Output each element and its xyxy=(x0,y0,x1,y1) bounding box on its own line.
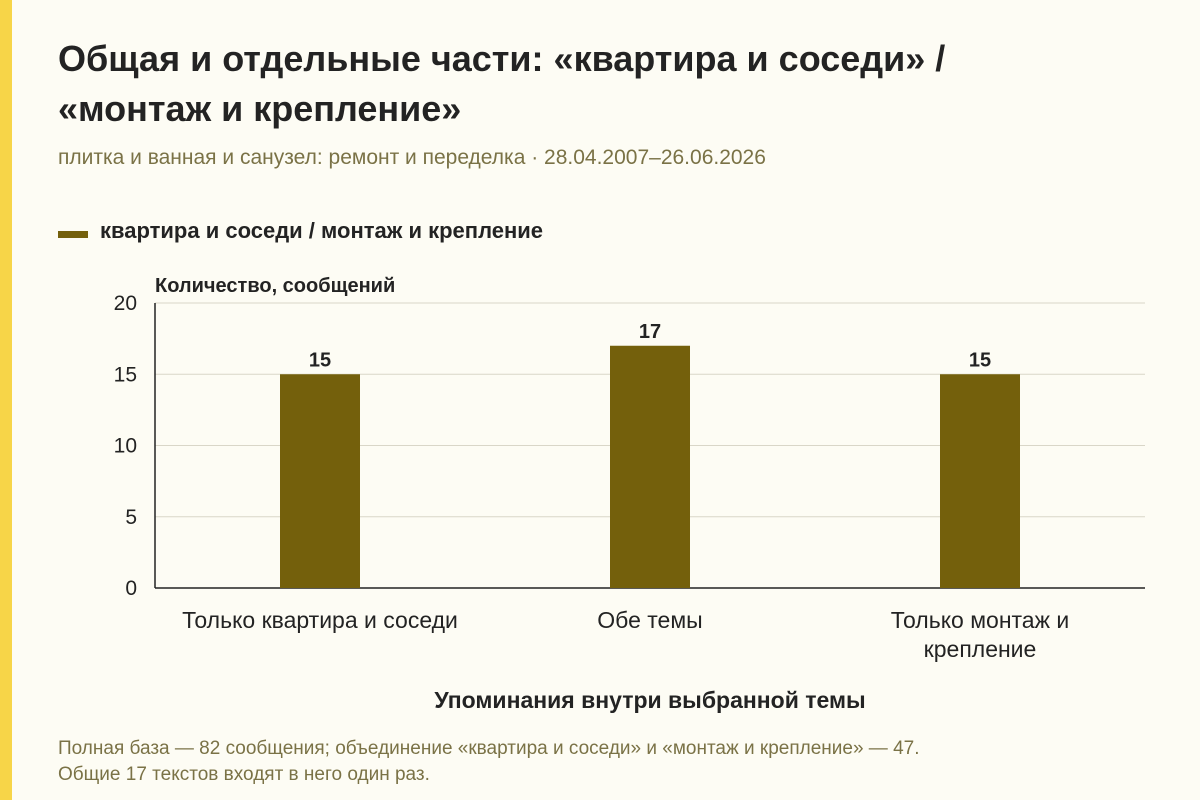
bar xyxy=(280,374,360,588)
chart-title-line-1: Общая и отдельные части: «квартира и сос… xyxy=(58,38,946,79)
y-tick-label: 20 xyxy=(114,292,137,315)
x-tick-label: Только монтаж и xyxy=(891,607,1069,633)
bar xyxy=(610,345,690,588)
data-label: 15 xyxy=(969,349,991,371)
chart-title-line-2: «монтаж и крепление» xyxy=(58,88,462,129)
y-tick-label: 15 xyxy=(114,363,137,386)
chart-subtitle: плитка и ванная и санузел: ремонт и пере… xyxy=(58,146,766,169)
legend-swatch xyxy=(58,230,88,238)
data-label: 17 xyxy=(639,321,661,343)
y-axis-label: Количество, сообщений xyxy=(155,275,395,297)
x-tick-label: крепление xyxy=(924,636,1037,662)
x-tick-label: Только квартира и соседи xyxy=(182,607,458,633)
legend-label: квартира и соседи / монтаж и крепление xyxy=(100,218,544,243)
chart-title: Общая и отдельные части: «квартира и сос… xyxy=(58,34,1158,134)
legend: квартира и соседи / монтаж и крепление xyxy=(58,218,543,244)
accent-strip xyxy=(0,0,12,800)
data-label: 15 xyxy=(309,349,331,371)
x-axis-label: Упоминания внутри выбранной темы xyxy=(434,687,865,713)
footnote: Полная база — 82 сообщения; объединение … xyxy=(58,736,1158,788)
footnote-line-1: Полная база — 82 сообщения; объединение … xyxy=(58,738,920,759)
y-tick-label: 0 xyxy=(125,577,137,600)
bar-chart: 0 5 10 15 20 Количество, сообщений 15 Только кв… xyxy=(114,275,1145,713)
y-tick-label: 5 xyxy=(125,506,137,529)
bar xyxy=(940,374,1020,588)
footnote-line-2: Общие 17 текстов входят в него один раз. xyxy=(58,764,430,785)
x-tick-label: Обе темы xyxy=(597,607,702,633)
y-tick-label: 10 xyxy=(114,435,137,458)
